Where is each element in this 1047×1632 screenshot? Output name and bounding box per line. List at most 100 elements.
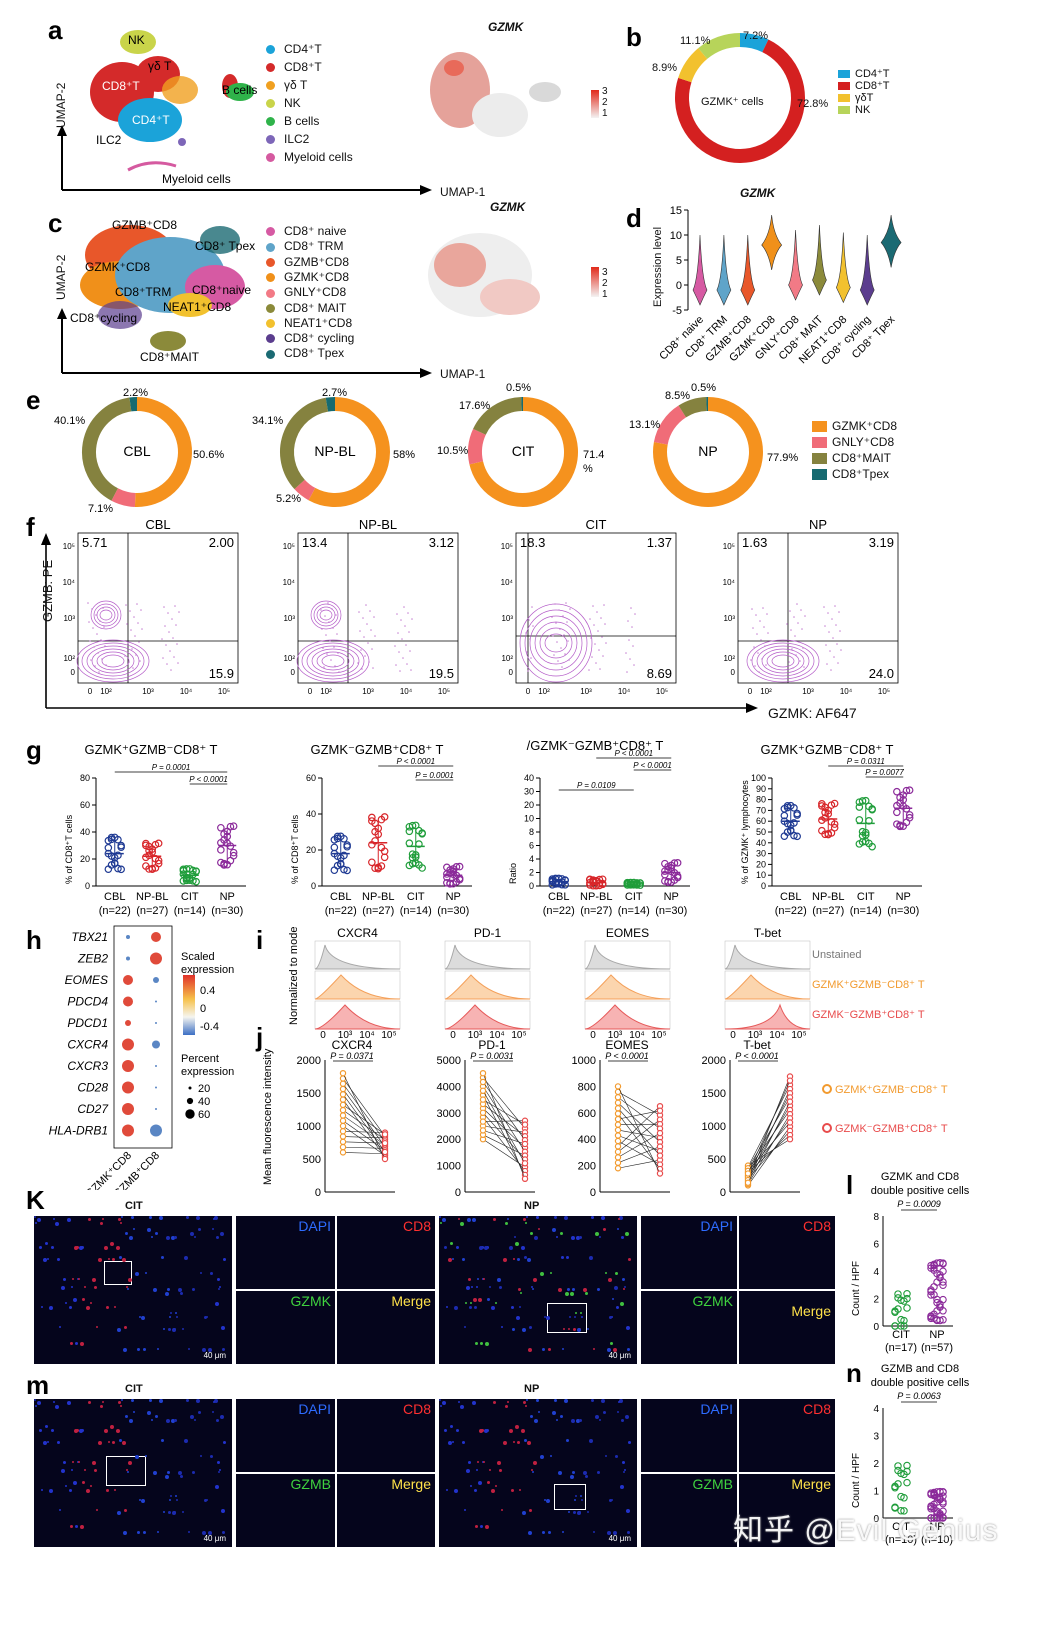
histogram-curve xyxy=(724,974,811,1000)
category-label: CIT xyxy=(625,891,643,903)
gene-label: PDCD1 xyxy=(67,1016,108,1030)
cell-speck xyxy=(450,1425,453,1428)
micrograph-channel-dapi: DAPI xyxy=(236,1216,335,1289)
pair-line xyxy=(342,1120,386,1151)
flow-contour xyxy=(313,603,339,627)
expression-dot xyxy=(155,1000,157,1003)
flow-event xyxy=(137,622,139,624)
flow-event xyxy=(366,623,368,625)
cluster-cd4-blob xyxy=(118,98,182,142)
category-label: CIT xyxy=(892,1329,910,1341)
histogram-x-tick: 10⁵ xyxy=(791,1030,806,1040)
channel-label: GZMB xyxy=(290,1476,331,1492)
flow-contour xyxy=(761,648,805,674)
y-tick-label: 60 xyxy=(756,816,766,826)
flow-event xyxy=(127,642,129,644)
y-tick-label: 2000 xyxy=(437,1134,461,1146)
paired-point xyxy=(339,1085,347,1093)
cell-speck xyxy=(440,1222,442,1224)
cell-speck xyxy=(513,1441,515,1443)
flow-event xyxy=(603,604,605,606)
cell-speck xyxy=(155,1232,158,1235)
cell-speck xyxy=(613,1348,617,1352)
flow-event xyxy=(789,610,791,612)
cell-speck xyxy=(104,1246,108,1250)
y-tick-label: 20 xyxy=(306,845,316,855)
cell-speck xyxy=(583,1471,587,1475)
channel-label: CD8 xyxy=(402,1401,431,1417)
scatter-point xyxy=(900,1494,908,1502)
flow-plot-title: CIT xyxy=(586,517,607,532)
histogram-curve xyxy=(724,1003,811,1030)
flow-event xyxy=(93,646,95,648)
paired-point xyxy=(339,1128,347,1135)
flow-event xyxy=(372,667,374,669)
cell-speck xyxy=(104,1429,108,1433)
cell-speck xyxy=(218,1288,220,1290)
expression-dot xyxy=(150,1124,162,1137)
y-tick-label: 50 xyxy=(756,827,766,837)
cell-speck xyxy=(569,1316,571,1318)
y-tick-label: 40 xyxy=(80,827,90,837)
cell-speck xyxy=(548,1348,551,1351)
flow-x-tick: 10⁴ xyxy=(400,687,413,696)
pair-line xyxy=(747,1101,791,1183)
paired-point xyxy=(381,1139,389,1147)
flow-event xyxy=(98,671,100,673)
cell-speck xyxy=(515,1242,519,1246)
donut-slice-label: 77.9% xyxy=(767,452,798,464)
cell-speck xyxy=(119,1256,122,1259)
channel-label: Merge xyxy=(791,1476,831,1492)
cell-speck xyxy=(452,1441,454,1443)
scatter-title: GZMK and CD8 xyxy=(881,1171,959,1183)
cell-speck xyxy=(196,1399,200,1403)
y-tick-label: 1000 xyxy=(437,1161,461,1173)
flow-event xyxy=(102,607,104,609)
panel-letter-f: f xyxy=(26,512,35,542)
n-label: (n=22) xyxy=(325,905,357,917)
flow-x-tick: 10⁴ xyxy=(840,687,853,696)
cell-speck xyxy=(147,1228,151,1232)
zoom-box xyxy=(547,1303,587,1333)
paired-point xyxy=(744,1179,752,1186)
scatter-y-label: % of GZMK⁺ lymphocytes xyxy=(740,780,750,884)
cell-speck xyxy=(472,1401,476,1405)
paired-point xyxy=(339,1143,347,1151)
n-label: (n=27) xyxy=(362,905,394,917)
n-label: (n=17) xyxy=(885,1342,917,1354)
channel-label: CD8 xyxy=(802,1218,831,1234)
flow-event xyxy=(599,668,601,670)
paired-point xyxy=(479,1070,487,1077)
cell-speck xyxy=(147,1411,151,1415)
flow-event xyxy=(804,615,806,617)
paired-point xyxy=(656,1152,664,1159)
category-label: CBL xyxy=(104,891,125,903)
panel-letter-i: i xyxy=(256,925,264,955)
cell-speck xyxy=(72,1461,74,1463)
cell-speck xyxy=(580,1312,582,1314)
flow-event xyxy=(834,605,836,607)
cell-speck xyxy=(571,1236,575,1240)
expression-dot xyxy=(151,932,161,942)
cell-speck xyxy=(483,1278,485,1280)
donut-slice-label: 11.1% xyxy=(680,35,711,47)
cell-speck xyxy=(605,1272,607,1274)
flow-event xyxy=(601,636,603,638)
feature-gene-title: GZMK xyxy=(490,200,526,214)
cell-speck xyxy=(568,1328,570,1330)
cell-speck xyxy=(487,1481,490,1484)
cell-speck xyxy=(467,1218,471,1222)
cell-speck xyxy=(570,1292,574,1296)
cell-speck xyxy=(170,1312,172,1314)
cell-speck xyxy=(145,1455,147,1457)
flow-event xyxy=(327,602,329,604)
flow-plot-frame xyxy=(737,532,899,684)
donut-slice-label: % xyxy=(583,463,593,475)
flow-y-tick: 10⁵ xyxy=(501,542,513,551)
flow-event xyxy=(126,623,128,625)
n-label: (n=14) xyxy=(850,905,882,917)
flow-contour xyxy=(81,642,145,680)
pair-line xyxy=(617,1097,661,1129)
violin-title: GZMK xyxy=(740,186,776,200)
cell-speck xyxy=(534,1236,538,1240)
